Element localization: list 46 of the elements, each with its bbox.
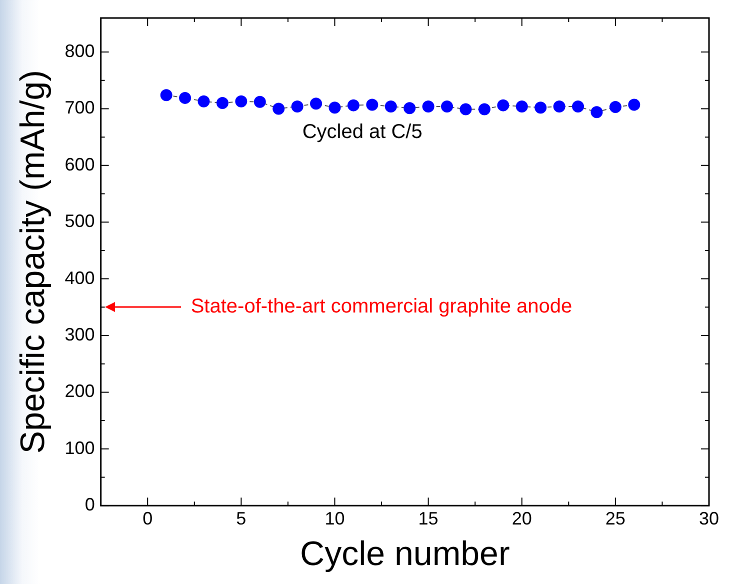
point [235, 95, 248, 108]
point [422, 100, 434, 112]
point [366, 98, 378, 111]
x-tick-label: 25 [605, 508, 626, 528]
point [291, 100, 304, 112]
annotation: State-of-the-art commercial graphite anode [190, 296, 572, 318]
x-tick-label: 10 [324, 508, 345, 528]
y-tick-label: 400 [64, 268, 95, 288]
y-tick-label: 600 [64, 154, 95, 174]
point [347, 99, 360, 112]
point [310, 98, 322, 110]
y-axis-title: Specific capacity (mAh/g) [14, 70, 52, 454]
point [179, 92, 192, 104]
point [160, 89, 172, 102]
point [460, 103, 472, 116]
x-tick-label: 30 [698, 508, 720, 528]
point [404, 102, 416, 114]
y-tick-label: 700 [64, 98, 95, 118]
y-tick-label: 300 [64, 324, 95, 344]
point [272, 102, 285, 115]
point [478, 103, 490, 116]
y-tick-label: 800 [64, 40, 95, 61]
point [254, 96, 266, 108]
annotation: Cycled at C/5 [302, 121, 422, 144]
point [628, 98, 640, 111]
point [497, 99, 510, 112]
y-tick-label: 200 [64, 381, 95, 402]
point [216, 97, 228, 110]
point [198, 95, 210, 108]
x-axis-title: Cycle number [300, 534, 510, 573]
point [534, 102, 547, 114]
x-tick-label: 0 [142, 508, 153, 528]
point [328, 102, 341, 114]
x-tick-label: 5 [236, 508, 246, 528]
point [590, 106, 603, 118]
point [516, 100, 528, 112]
point [553, 100, 566, 112]
y-tick-label: 0 [84, 494, 95, 515]
point [441, 100, 454, 112]
point [572, 100, 584, 112]
point [609, 101, 622, 114]
y-tick-label: 500 [64, 211, 95, 232]
x-tick-label: 20 [512, 508, 532, 528]
point [384, 100, 397, 112]
x-tick-label: 15 [418, 508, 438, 528]
y-tick-label: 100 [64, 438, 95, 458]
